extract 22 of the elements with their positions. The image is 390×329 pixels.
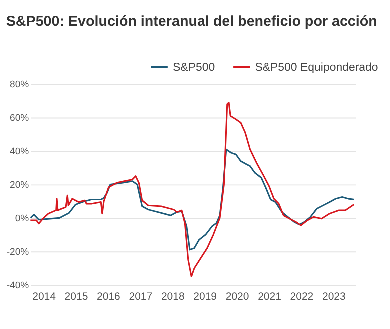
x-tick-label: 2021 xyxy=(258,290,282,303)
chart-title: S&P500: Evolución interanual del beneficio por acción xyxy=(6,14,378,30)
x-tick-label: 2016 xyxy=(97,290,121,303)
x-tick-label: 2014 xyxy=(32,290,56,303)
y-tick-label: -40% xyxy=(6,280,30,292)
x-tick-label: 2020 xyxy=(226,290,250,303)
y-tick-label: 0% xyxy=(15,214,30,225)
x-tick-label: 2023 xyxy=(322,290,346,303)
y-tick-label: 40% xyxy=(10,146,30,158)
x-tick-label: 2018 xyxy=(161,290,185,303)
legend-label: S&P500 xyxy=(173,62,216,74)
y-tick-label: -20% xyxy=(6,246,30,258)
y-tick-label: 20% xyxy=(10,180,30,192)
x-tick-label: 2022 xyxy=(290,290,314,303)
y-tick-label: 60% xyxy=(10,113,30,124)
y-tick-label: 80% xyxy=(10,80,30,91)
line-series xyxy=(30,148,356,251)
legend-label: S&P500 Equiponderado xyxy=(255,62,378,74)
x-tick-label: 2015 xyxy=(64,290,88,303)
x-tick-label: 2017 xyxy=(129,290,153,303)
line-series xyxy=(30,102,356,278)
x-tick-label: 2019 xyxy=(194,290,218,303)
